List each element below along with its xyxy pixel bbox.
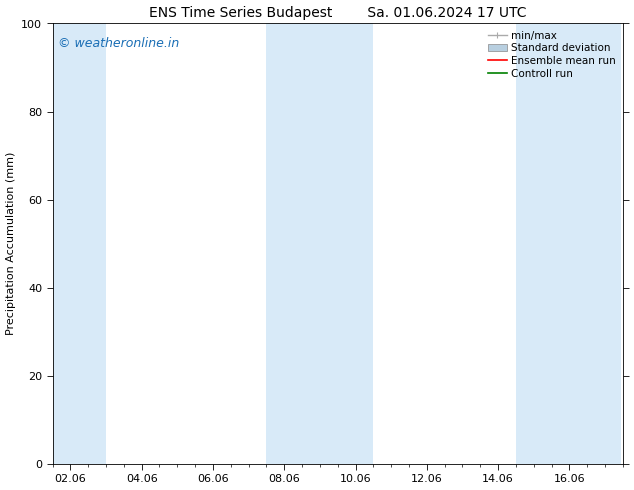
Y-axis label: Precipitation Accumulation (mm): Precipitation Accumulation (mm) xyxy=(6,152,16,336)
Bar xyxy=(266,24,373,464)
Legend: min/max, Standard deviation, Ensemble mean run, Controll run: min/max, Standard deviation, Ensemble me… xyxy=(486,29,618,81)
Text: © weatheronline.in: © weatheronline.in xyxy=(58,37,179,49)
Bar xyxy=(53,24,106,464)
Title: ENS Time Series Budapest        Sa. 01.06.2024 17 UTC: ENS Time Series Budapest Sa. 01.06.2024 … xyxy=(149,5,526,20)
Bar xyxy=(516,24,621,464)
